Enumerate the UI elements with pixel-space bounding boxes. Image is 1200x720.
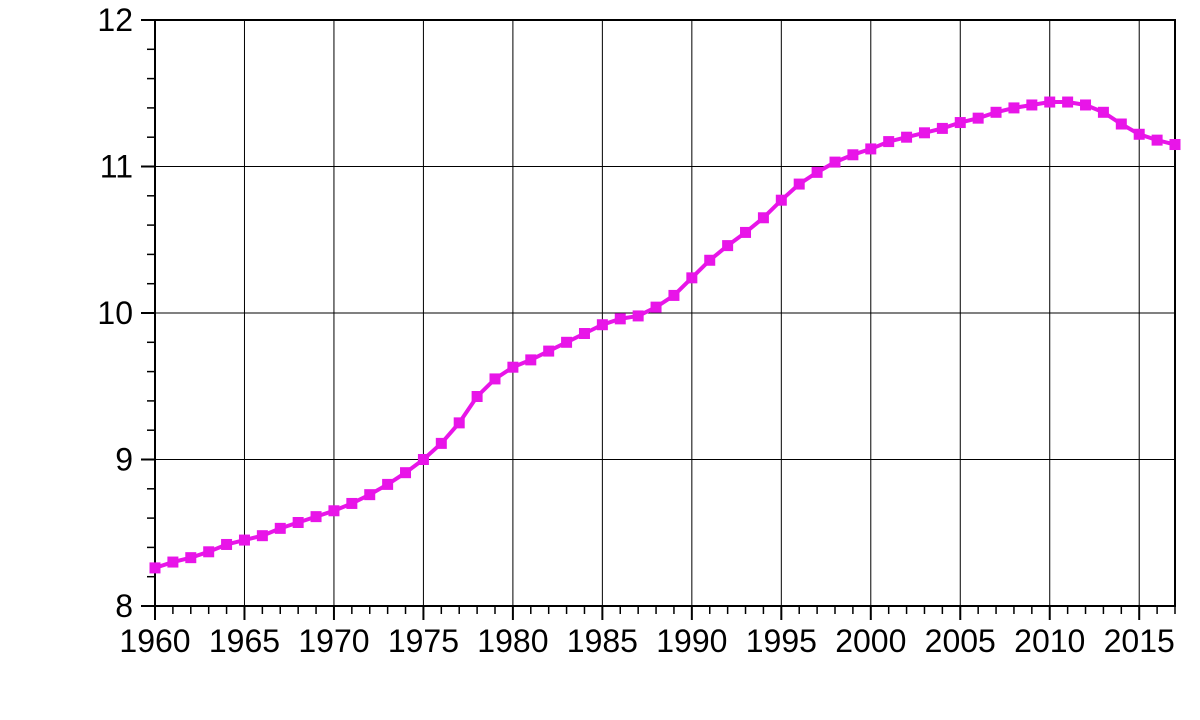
series-marker xyxy=(687,273,697,283)
series-marker xyxy=(401,468,411,478)
series-marker xyxy=(919,128,929,138)
series-marker xyxy=(1009,103,1019,113)
series-marker xyxy=(812,167,822,177)
series-marker xyxy=(311,512,321,522)
series-marker xyxy=(186,553,196,563)
series-marker xyxy=(937,123,947,133)
series-marker xyxy=(1116,119,1126,129)
series-marker xyxy=(741,227,751,237)
series-marker xyxy=(383,479,393,489)
series-marker xyxy=(758,213,768,223)
y-axis-tick-label: 12 xyxy=(97,2,133,38)
series-marker xyxy=(1134,129,1144,139)
series-marker xyxy=(490,374,500,384)
x-axis-tick-label: 1960 xyxy=(119,623,190,659)
series-marker xyxy=(848,150,858,160)
series-marker xyxy=(973,113,983,123)
series-marker xyxy=(884,137,894,147)
series-marker xyxy=(1152,135,1162,145)
x-axis-tick-label: 1990 xyxy=(656,623,727,659)
y-axis-tick-label: 9 xyxy=(115,442,133,478)
series-marker xyxy=(562,337,572,347)
x-axis-tick-label: 1965 xyxy=(209,623,280,659)
x-axis-tick-label: 2015 xyxy=(1104,623,1175,659)
series-marker xyxy=(454,418,464,428)
x-axis-tick-label: 1975 xyxy=(388,623,459,659)
x-axis-tick-label: 2000 xyxy=(835,623,906,659)
series-marker xyxy=(669,290,679,300)
series-marker xyxy=(723,241,733,251)
series-marker xyxy=(508,362,518,372)
series-marker xyxy=(418,455,428,465)
series-marker xyxy=(526,355,536,365)
series-marker xyxy=(1063,97,1073,107)
series-marker xyxy=(579,329,589,339)
x-axis-tick-label: 1980 xyxy=(477,623,548,659)
series-marker xyxy=(1027,100,1037,110)
series-marker xyxy=(347,498,357,508)
series-marker xyxy=(436,438,446,448)
series-marker xyxy=(275,523,285,533)
series-marker xyxy=(1045,97,1055,107)
series-marker xyxy=(991,107,1001,117)
series-marker xyxy=(239,535,249,545)
x-axis-tick-label: 1985 xyxy=(567,623,638,659)
series-marker xyxy=(204,547,214,557)
y-axis-tick-label: 10 xyxy=(97,295,133,331)
series-marker xyxy=(866,144,876,154)
series-marker xyxy=(168,557,178,567)
x-axis-tick-label: 1995 xyxy=(746,623,817,659)
x-axis-tick-label: 1970 xyxy=(298,623,369,659)
line-chart: 1960 1965 1970 1975 1980 1985 1990 1995 2000 2005… xyxy=(0,0,1200,720)
series-marker xyxy=(257,531,267,541)
series-marker xyxy=(293,517,303,527)
series-marker xyxy=(1098,107,1108,117)
series-marker xyxy=(776,195,786,205)
x-axis-tick-label: 2010 xyxy=(1014,623,1085,659)
series-marker xyxy=(365,490,375,500)
series-marker xyxy=(794,179,804,189)
series-marker xyxy=(222,539,232,549)
series-marker xyxy=(705,255,715,265)
chart-svg: 1960 1965 1970 1975 1980 1985 1990 1995 2000 2005… xyxy=(0,0,1200,720)
series-marker xyxy=(329,506,339,516)
series-marker xyxy=(1170,140,1180,150)
series-marker xyxy=(597,320,607,330)
series-marker xyxy=(544,346,554,356)
y-axis-tick-label: 8 xyxy=(115,588,133,624)
series-marker xyxy=(472,392,482,402)
series-marker xyxy=(955,118,965,128)
series-marker xyxy=(150,563,160,573)
series-marker xyxy=(615,314,625,324)
series-marker xyxy=(1081,100,1091,110)
series-marker xyxy=(830,157,840,167)
series-marker xyxy=(651,302,661,312)
x-axis-tick-label: 2005 xyxy=(925,623,996,659)
series-marker xyxy=(633,311,643,321)
series-marker xyxy=(902,132,912,142)
y-axis-tick-label: 11 xyxy=(100,149,133,185)
